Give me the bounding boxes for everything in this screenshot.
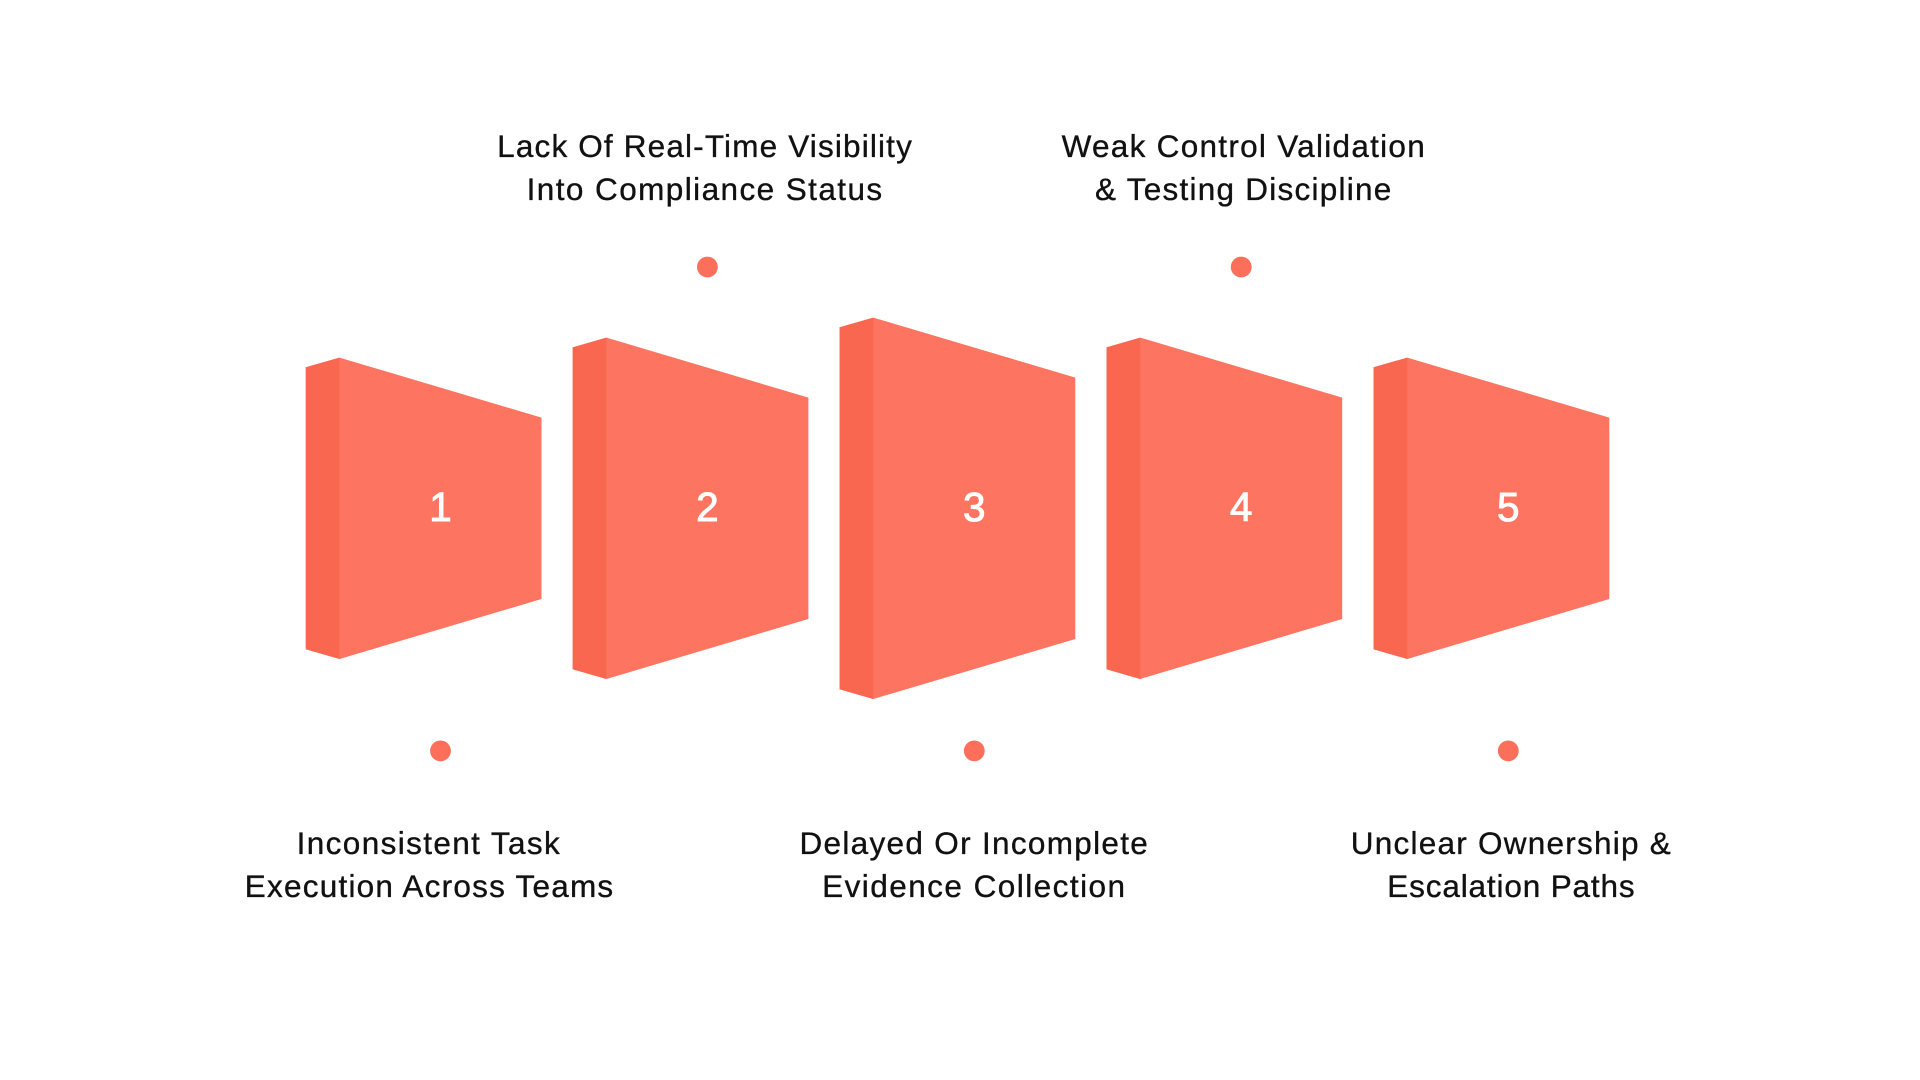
svg-text:2: 2 xyxy=(696,484,719,530)
svg-text:1: 1 xyxy=(429,484,452,530)
svg-text:3: 3 xyxy=(963,484,986,530)
svg-text:5: 5 xyxy=(1497,484,1520,530)
svg-text:4: 4 xyxy=(1230,484,1253,530)
